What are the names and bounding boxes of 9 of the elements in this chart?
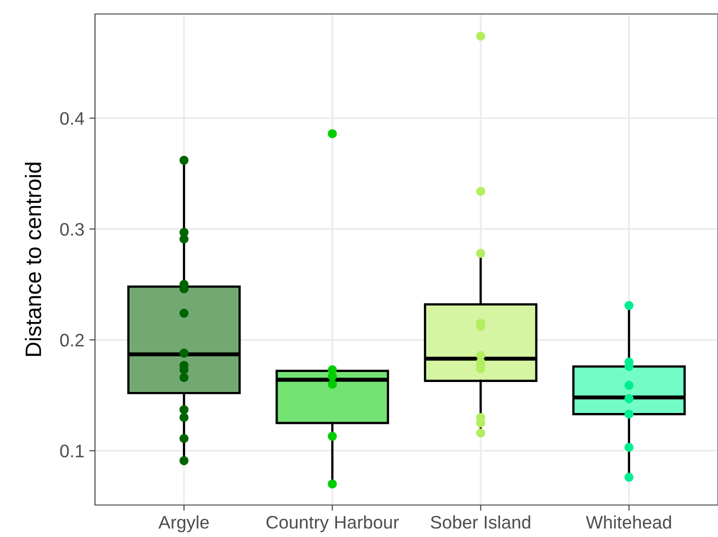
y-axis-title: Distance to centroid	[24, 162, 42, 356]
x-tick-label: Sober Island	[430, 515, 530, 529]
y-tick-label: 0.1	[60, 444, 84, 458]
y-tick-label: 0.3	[60, 222, 84, 236]
x-tick-label: Country Harbour	[266, 515, 399, 532]
x-tick-label: Whitehead	[586, 515, 671, 529]
x-tick-label: Argyle	[158, 515, 209, 532]
y-tick-label: 0.2	[60, 334, 84, 347]
y-tick-label: 0.4	[60, 112, 84, 125]
